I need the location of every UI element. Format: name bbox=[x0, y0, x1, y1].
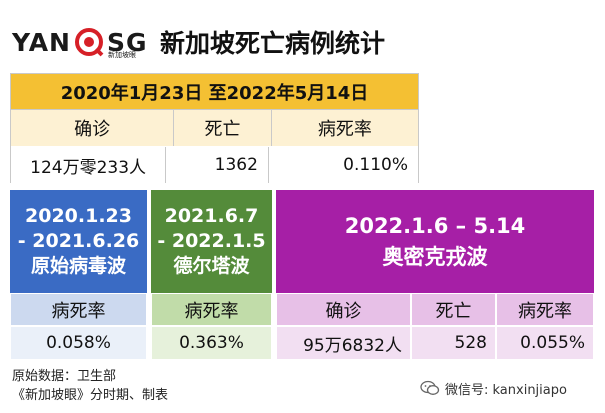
wechat-icon bbox=[420, 380, 440, 396]
summary-table: 2020年1月23日 至2022年5月14日 确诊 死亡 病死率 124万零23… bbox=[10, 73, 419, 183]
logo-text-right: SG bbox=[106, 27, 148, 57]
omicron-value-deaths: 528 bbox=[411, 326, 496, 360]
magnifier-logo-icon bbox=[74, 27, 104, 57]
omicron-period: 2022.1.6 – 5.14 bbox=[344, 214, 526, 239]
omicron-value-confirmed: 95万6832人 bbox=[276, 326, 411, 360]
original-period-line2: - 2021.6.26 bbox=[17, 230, 140, 253]
original-wave-name: 原始病毒波 bbox=[30, 254, 126, 277]
omicron-value-fatality: 0.055% bbox=[496, 326, 594, 360]
omicron-wave-header: 2022.1.6 – 5.14 奥密克戎波 bbox=[276, 190, 594, 293]
omicron-label-deaths: 死亡 bbox=[411, 293, 496, 326]
delta-wave-name: 德尔塔波 bbox=[173, 254, 250, 277]
summary-label-row: 确诊 死亡 病死率 bbox=[11, 110, 418, 146]
omicron-label-confirmed: 确诊 bbox=[276, 293, 411, 326]
logo-subtitle: 新加坡眼 bbox=[108, 51, 136, 59]
wechat-id-text: 微信号: kanxinjiapo bbox=[445, 382, 567, 398]
omicron-wave-name: 奥密克戎波 bbox=[382, 244, 488, 269]
delta-wave-header: 2021.6.7 - 2022.1.5 德尔塔波 bbox=[151, 190, 272, 293]
summary-label-confirmed: 确诊 bbox=[11, 110, 175, 146]
source-note: 原始数据：卫生部 《新加坡眼》分时期、制表 bbox=[12, 367, 168, 405]
original-label-fatality: 病死率 bbox=[10, 293, 147, 326]
omicron-label-fatality: 病死率 bbox=[496, 293, 594, 326]
delta-label-fatality: 病死率 bbox=[151, 293, 272, 326]
brand-logo: YAN SG bbox=[12, 22, 148, 62]
delta-period-line1: 2021.6.7 bbox=[164, 205, 259, 228]
original-value-fatality: 0.058% bbox=[10, 326, 147, 360]
summary-value-confirmed: 124万零233人 bbox=[11, 147, 167, 183]
summary-period-header: 2020年1月23日 至2022年5月14日 bbox=[11, 74, 418, 110]
logo-text-left: YAN bbox=[12, 27, 71, 57]
summary-value-deaths: 1362 bbox=[166, 147, 269, 183]
wechat-watermark: 微信号: kanxinjiapo bbox=[420, 378, 567, 398]
page-title: 新加坡死亡病例统计 bbox=[160, 29, 386, 58]
summary-value-row: 124万零233人 1362 0.110% bbox=[11, 147, 418, 183]
delta-value-fatality: 0.363% bbox=[151, 326, 272, 360]
summary-label-deaths: 死亡 bbox=[174, 110, 272, 146]
summary-label-fatality: 病死率 bbox=[271, 110, 418, 146]
source-text: 原始数据：卫生部 bbox=[12, 369, 117, 384]
original-wave-header: 2020.1.23 - 2021.6.26 原始病毒波 bbox=[10, 190, 147, 293]
original-period-line1: 2020.1.23 bbox=[25, 205, 132, 228]
delta-period-line2: - 2022.1.5 bbox=[157, 230, 266, 253]
credit-text: 《新加坡眼》分时期、制表 bbox=[12, 388, 169, 403]
summary-value-fatality: 0.110% bbox=[268, 147, 418, 183]
